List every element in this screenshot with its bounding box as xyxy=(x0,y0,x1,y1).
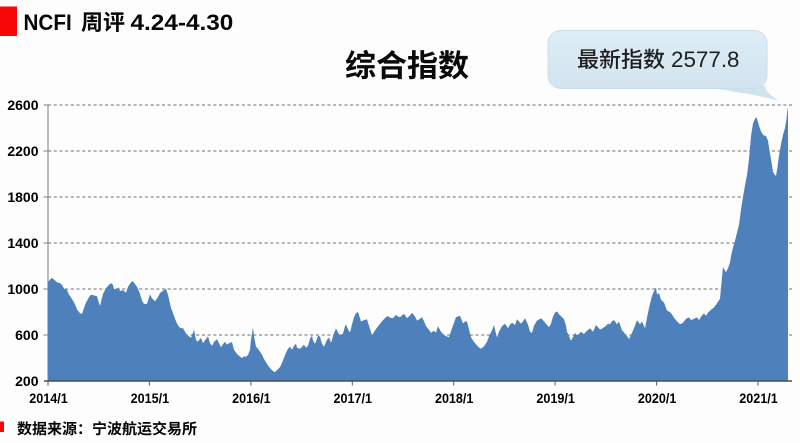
svg-text:2600: 2600 xyxy=(7,97,38,113)
svg-text:1000: 1000 xyxy=(7,281,38,297)
svg-text:1400: 1400 xyxy=(7,235,38,251)
svg-text:600: 600 xyxy=(15,327,39,343)
svg-text:2577.8: 2577.8 xyxy=(671,47,740,72)
svg-text:NCFI: NCFI xyxy=(24,10,72,35)
svg-text:2018/1: 2018/1 xyxy=(435,391,474,406)
svg-text:2017/1: 2017/1 xyxy=(334,391,373,406)
svg-text:2020/1: 2020/1 xyxy=(638,391,677,406)
svg-text:2200: 2200 xyxy=(7,143,38,159)
svg-text:2019/1: 2019/1 xyxy=(536,391,575,406)
svg-text:4.24-4.30: 4.24-4.30 xyxy=(131,10,234,35)
svg-text:200: 200 xyxy=(15,373,39,389)
svg-text:1800: 1800 xyxy=(7,189,38,205)
svg-text:2016/1: 2016/1 xyxy=(232,391,271,406)
svg-text:2021/1: 2021/1 xyxy=(739,391,778,406)
svg-text:2015/1: 2015/1 xyxy=(131,391,170,406)
svg-text:2014/1: 2014/1 xyxy=(29,391,68,406)
